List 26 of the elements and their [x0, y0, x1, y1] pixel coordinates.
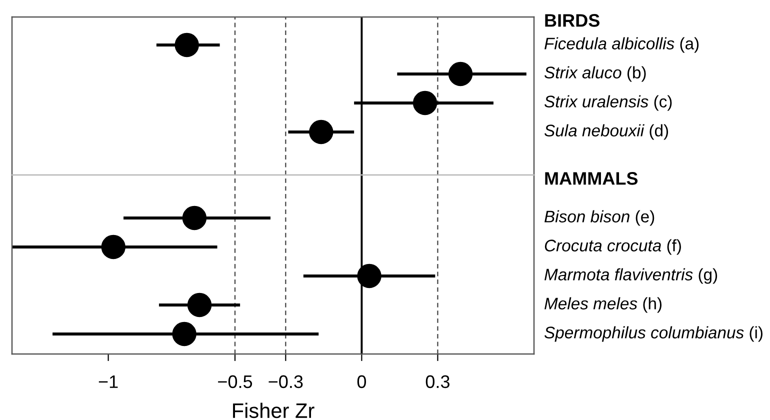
- point: [448, 62, 473, 86]
- y-tick-label: Crocuta crocuta (f): [544, 239, 681, 255]
- y-tick-label: Spermophilus columbianus (i): [544, 326, 762, 342]
- y-tick-label: Marmota flaviventris (g): [544, 268, 718, 284]
- point: [101, 234, 126, 260]
- text: BIRDS: [545, 14, 600, 27]
- point: [174, 32, 199, 58]
- point: [187, 292, 212, 318]
- y-tick-label: Ficedula albicollis (a): [544, 37, 699, 53]
- y-tick-label: Bison bison (e): [544, 210, 654, 226]
- y-tick-label: Strix aluco (b): [544, 66, 646, 82]
- y-tick-label: Meles meles (h): [544, 297, 662, 313]
- y-tick-label: Strix uralensis (c): [544, 95, 672, 111]
- x-axis-title: Fisher Zr: [233, 402, 314, 418]
- x-tick-label: −0.5: [218, 375, 252, 388]
- point: [182, 206, 207, 230]
- point: [412, 90, 438, 116]
- point: [172, 322, 196, 346]
- x-tick-label: −0.3: [268, 375, 303, 388]
- point: [357, 264, 382, 288]
- text: MAMMALS: [545, 172, 638, 185]
- point: [309, 120, 334, 144]
- x-tick-label: −1: [98, 375, 118, 388]
- x-tick-label: 0: [357, 375, 366, 388]
- y-tick-label: Sula nebouxii (d): [544, 124, 668, 140]
- x-tick-label: 0.3: [426, 375, 450, 388]
